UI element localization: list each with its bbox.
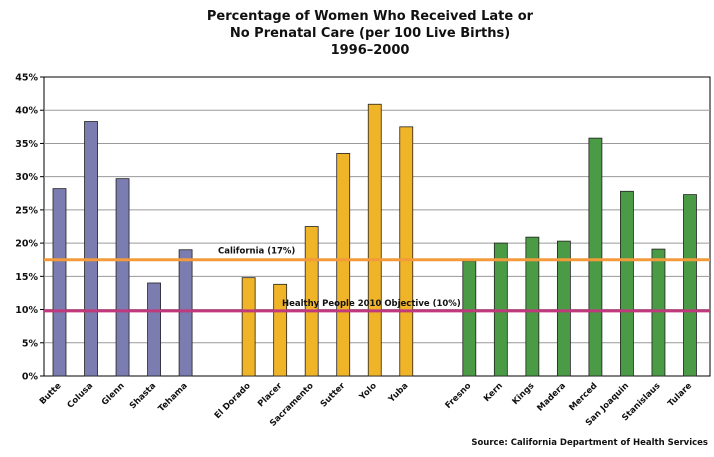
chart-title-line-1: Percentage of Women Who Received Late or [206, 9, 534, 24]
y-tick-label: 0% [22, 372, 39, 383]
y-tick-label: 20% [15, 239, 38, 250]
x-tick-label: Merced [567, 381, 599, 413]
bar [367, 103, 382, 377]
bar [462, 260, 477, 377]
x-tick-label: Tulare [666, 381, 694, 409]
bar [556, 240, 571, 377]
reference-line-label: California (17%) [218, 247, 295, 257]
x-tick-label: Placer [256, 380, 285, 409]
y-tick-label: 30% [15, 172, 38, 183]
bar [147, 282, 161, 377]
x-tick-label: Shasta [128, 381, 158, 411]
x-tick-label: Sutter [319, 380, 348, 409]
bar [620, 190, 634, 377]
x-tick-label: Butte [38, 381, 64, 407]
bar [304, 226, 319, 377]
y-tick-label: 45% [15, 73, 38, 84]
y-tick-label: 15% [15, 272, 38, 283]
x-tick-label: Kern [482, 381, 505, 404]
x-tick-label: Fresno [444, 381, 474, 411]
y-tick-label: 10% [15, 305, 38, 316]
chart-title-line-3: 1996–2000 [330, 43, 410, 58]
x-tick-label: Colusa [66, 381, 96, 411]
y-tick-label: 25% [15, 205, 38, 216]
chart-title: Percentage of Women Who Received Late or… [0, 8, 714, 59]
y-tick-label: 5% [22, 338, 39, 349]
bar [651, 248, 666, 377]
bar [241, 277, 256, 377]
bar [178, 249, 193, 377]
bar [115, 178, 130, 377]
x-tick-label: Glenn [100, 381, 127, 408]
bar [273, 283, 288, 377]
x-tick-label: Kings [511, 381, 537, 407]
bar [84, 121, 98, 377]
x-tick-label: Madera [535, 381, 568, 414]
chart-title-line-2: No Prenatal Care (per 100 Live Births) [229, 26, 511, 41]
y-tick-label: 40% [15, 106, 38, 117]
bar [52, 188, 67, 377]
bar [588, 137, 603, 377]
source-note: Source: California Department of Health … [471, 438, 708, 448]
bar [399, 126, 414, 377]
bar [683, 194, 697, 377]
bar [525, 236, 540, 377]
x-tick-label: El Dorado [213, 381, 253, 421]
reference-line-label: Healthy People 2010 Objective (10%) [282, 299, 461, 309]
x-tick-label: Tehama [157, 381, 190, 414]
x-tick-label: Yuba [386, 381, 411, 406]
bar [336, 153, 351, 377]
x-tick-label: Yolo [357, 381, 379, 403]
y-tick-label: 35% [15, 139, 38, 150]
